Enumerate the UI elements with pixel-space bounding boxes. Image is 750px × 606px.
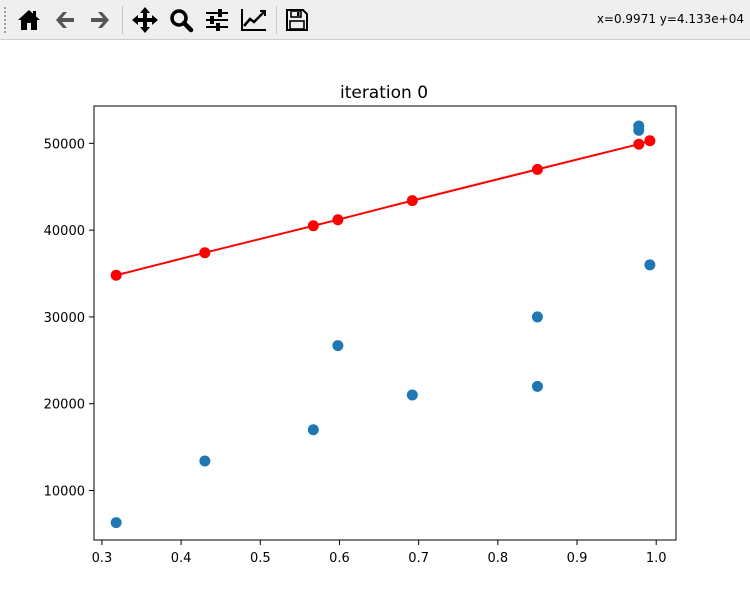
data-point	[531, 380, 543, 392]
home-icon	[18, 10, 40, 30]
prediction-point	[307, 220, 319, 232]
forward-button[interactable]	[84, 4, 116, 36]
x-tick-label: 0.8	[487, 551, 508, 566]
y-tick-label: 50000	[44, 137, 85, 152]
toolbar-grip	[3, 6, 7, 34]
save-button[interactable]	[281, 4, 313, 36]
arrow-right-icon	[91, 12, 109, 28]
x-tick-label: 0.7	[408, 551, 429, 566]
prediction-point	[332, 214, 344, 226]
edit-axes-button[interactable]	[237, 4, 269, 36]
chart-line-icon	[241, 9, 266, 31]
x-tick-label: 0.5	[250, 551, 271, 566]
scatter-chart[interactable]: iteration 0 0.3 0.4 0.5 0.6 0.7 0.8 0.9 1.0 1000…	[0, 40, 750, 602]
y-tick-label: 40000	[44, 224, 85, 239]
data-point	[406, 389, 418, 401]
data-point	[307, 424, 319, 436]
prediction-point	[633, 138, 645, 150]
configure-subplots-button[interactable]	[201, 4, 233, 36]
back-button[interactable]	[49, 4, 81, 36]
y-tick-label: 30000	[44, 311, 85, 326]
home-button[interactable]	[13, 4, 45, 36]
x-tick-label: 0.3	[92, 551, 113, 566]
chart-title: iteration 0	[340, 83, 428, 103]
data-point	[199, 455, 211, 467]
figure-canvas[interactable]: iteration 0 0.3 0.4 0.5 0.6 0.7 0.8 0.9 1.0 1000…	[0, 40, 750, 602]
cursor-coordinates: x=0.9971 y=4.133e+04	[596, 12, 744, 26]
x-tick-label: 0.6	[329, 551, 350, 566]
figure-background	[0, 40, 750, 602]
data-point	[110, 517, 122, 529]
toolbar: x=0.9971 y=4.133e+04	[0, 0, 750, 40]
x-tick-label: 0.4	[171, 551, 192, 566]
axes-frame	[93, 105, 677, 541]
arrow-left-icon	[56, 12, 74, 28]
prediction-point	[406, 195, 418, 207]
data-point	[332, 340, 344, 352]
pan-button[interactable]	[129, 4, 161, 36]
x-tick-label: 1.0	[646, 551, 667, 566]
y-tick-label: 10000	[44, 485, 85, 500]
prediction-line	[115, 139, 651, 277]
data-point	[644, 259, 656, 271]
data-point	[633, 124, 645, 136]
floppy-icon	[286, 9, 308, 31]
toolbar-separator	[276, 6, 277, 34]
prediction-point	[531, 163, 543, 175]
data-point	[531, 311, 543, 323]
prediction-point	[110, 269, 122, 281]
sliders-icon	[206, 9, 228, 31]
toolbar-separator	[122, 6, 123, 34]
x-tick-label: 0.9	[567, 551, 588, 566]
prediction-point	[644, 135, 656, 147]
move-icon	[132, 7, 158, 33]
y-tick-label: 20000	[44, 398, 85, 413]
prediction-point	[199, 247, 211, 259]
search-icon	[170, 9, 194, 33]
zoom-button[interactable]	[165, 4, 197, 36]
